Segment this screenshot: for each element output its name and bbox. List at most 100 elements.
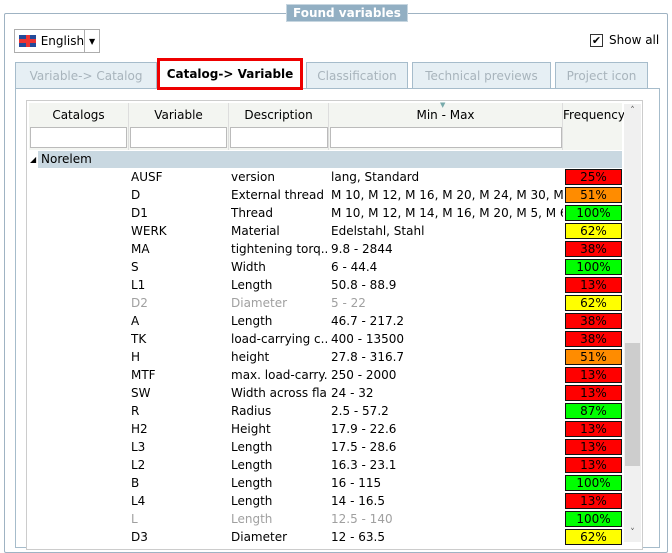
frequency-cell: 87%: [565, 403, 622, 419]
table-row[interactable]: L1 Length 50.8 - 88.9 13%: [29, 276, 622, 294]
min-max-cell: 24 - 32: [331, 386, 374, 400]
variable-cell: L3: [131, 440, 146, 454]
table-row[interactable]: D2 Diameter 5 - 22 62%: [29, 294, 622, 312]
table-row[interactable]: H height 27.8 - 316.7 51%: [29, 348, 622, 366]
table-row[interactable]: L Length 12.5 - 140 100%: [29, 510, 622, 528]
frequency-cell: 51%: [565, 349, 622, 365]
show-all-checkbox[interactable]: ✔ Show all: [590, 33, 659, 47]
min-max-cell: Edelstahl, Stahl: [331, 224, 425, 238]
frequency-cell: 100%: [565, 511, 622, 527]
description-cell: load-carrying c...: [231, 332, 327, 346]
variable-cell: H: [131, 350, 141, 364]
variable-cell: D3: [131, 530, 148, 544]
variable-cell: D2: [131, 296, 148, 310]
table-row[interactable]: TK load-carrying c... 400 - 13500 38%: [29, 330, 622, 348]
description-cell: Length: [231, 494, 273, 508]
table-row[interactable]: SW Width across flats 24 - 32 13%: [29, 384, 622, 402]
table-row[interactable]: WERK Material Edelstahl, Stahl 62%: [29, 222, 622, 240]
table-row[interactable]: B Length 16 - 115 100%: [29, 474, 622, 492]
variable-cell: S: [131, 260, 139, 274]
frequency-cell: 13%: [565, 367, 622, 383]
column-header-frequency[interactable]: Frequency: [563, 108, 625, 122]
description-cell: height: [231, 350, 270, 364]
column-header-description[interactable]: Description: [229, 103, 329, 150]
description-cell: Height: [231, 422, 271, 436]
column-header-catalogs[interactable]: Catalogs: [29, 103, 129, 150]
table-row[interactable]: L2 Length 16.3 - 23.1 13%: [29, 456, 622, 474]
language-dropdown[interactable]: English ▼: [14, 29, 100, 53]
frequency-cell: 62%: [565, 295, 622, 311]
collapse-triangle-icon[interactable]: ◢: [30, 155, 37, 164]
table-row[interactable]: D1 Thread M 10, M 12, M 14, M 16, M 20, …: [29, 204, 622, 222]
group-row-norelem[interactable]: Norelem: [38, 151, 622, 168]
min-max-cell: 46.7 - 217.2: [331, 314, 405, 328]
chevron-down-icon[interactable]: ▼: [84, 30, 99, 52]
table-row[interactable]: R Radius 2.5 - 57.2 87%: [29, 402, 622, 420]
min-max-cell: 16 - 115: [331, 476, 382, 490]
column-header-min-max[interactable]: Min - Max: [329, 103, 563, 150]
variable-cell: MTF: [131, 368, 156, 382]
frequency-cell: 13%: [565, 457, 622, 473]
description-cell: Length: [231, 314, 273, 328]
frequency-cell: 100%: [565, 205, 622, 221]
min-max-cell: 5 - 22: [331, 296, 366, 310]
table-row[interactable]: L4 Length 14 - 16.5 13%: [29, 492, 622, 510]
variable-cell: D: [131, 188, 141, 202]
description-cell: External thread: [231, 188, 324, 202]
frequency-cell: 51%: [565, 187, 622, 203]
table-row[interactable]: D3 Diameter 12 - 63.5 62%: [29, 528, 622, 546]
description-cell: Length: [231, 278, 273, 292]
scroll-up-icon[interactable]: ˄: [630, 106, 635, 116]
frequency-cell: 13%: [565, 277, 622, 293]
variable-cell: H2: [131, 422, 148, 436]
min-max-cell: 50.8 - 88.9: [331, 278, 397, 292]
variable-cell: A: [131, 314, 140, 328]
sort-indicator-icon: ▼: [440, 101, 446, 109]
tab-technical-previews[interactable]: Technical previews: [412, 62, 551, 89]
table-row[interactable]: AUSF version lang, Standard 25%: [29, 168, 622, 186]
min-max-cell: 250 - 2000: [331, 368, 397, 382]
min-max-cell: 27.8 - 316.7: [331, 350, 405, 364]
description-cell: Length: [231, 440, 273, 454]
table-row[interactable]: D External thread M 10, M 12, M 16, M 20…: [29, 186, 622, 204]
filter-catalogs-input[interactable]: [30, 127, 127, 148]
tab-catalog-variable[interactable]: Catalog-> Variable: [157, 58, 303, 90]
frequency-cell: 13%: [565, 439, 622, 455]
vertical-scrollbar[interactable]: ˄ ˅: [624, 104, 641, 542]
scroll-down-icon[interactable]: ˅: [630, 528, 635, 538]
min-max-cell: 400 - 13500: [331, 332, 405, 346]
filter-min-max-input[interactable]: [330, 127, 562, 148]
table-row[interactable]: MA tightening torq... 9.8 - 2844 38%: [29, 240, 622, 258]
min-max-cell: M 10, M 12, M 16, M 20, M 24, M 30, M 36…: [331, 188, 563, 202]
min-max-cell: 16.3 - 23.1: [331, 458, 397, 472]
column-header-variable[interactable]: Variable: [129, 103, 229, 150]
variable-cell: L4: [131, 494, 146, 508]
tab-variable-catalog[interactable]: Variable-> Catalog: [15, 62, 157, 89]
description-cell: Material: [231, 224, 280, 238]
filter-variable-input[interactable]: [130, 127, 227, 148]
min-max-cell: 14 - 16.5: [331, 494, 385, 508]
frequency-cell: 62%: [565, 223, 622, 239]
table-row[interactable]: H2 Height 17.9 - 22.6 13%: [29, 420, 622, 438]
table-row[interactable]: MTF max. load-carry... 250 - 2000 13%: [29, 366, 622, 384]
checkbox-checked-icon[interactable]: ✔: [590, 33, 603, 47]
description-cell: Diameter: [231, 296, 288, 310]
variable-cell: L2: [131, 458, 146, 472]
description-cell: Width: [231, 260, 266, 274]
min-max-cell: 17.9 - 22.6: [331, 422, 397, 436]
scrollbar-thumb[interactable]: [625, 343, 640, 466]
table-row[interactable]: A Length 46.7 - 217.2 38%: [29, 312, 622, 330]
filter-description-input[interactable]: [230, 127, 328, 148]
table-row[interactable]: L3 Length 17.5 - 28.6 13%: [29, 438, 622, 456]
tab-classification[interactable]: Classification: [306, 62, 408, 89]
table-row[interactable]: S Width 6 - 44.4 100%: [29, 258, 622, 276]
tab-project-icon[interactable]: Project icon: [555, 62, 648, 89]
frequency-cell: 100%: [565, 259, 622, 275]
description-cell: Width across flats: [231, 386, 327, 400]
frequency-cell: 38%: [565, 331, 622, 347]
frequency-cell: 13%: [565, 385, 622, 401]
description-cell: Radius: [231, 404, 272, 418]
variable-cell: SW: [131, 386, 151, 400]
language-value: English: [40, 34, 85, 48]
frequency-cell: 100%: [565, 475, 622, 491]
